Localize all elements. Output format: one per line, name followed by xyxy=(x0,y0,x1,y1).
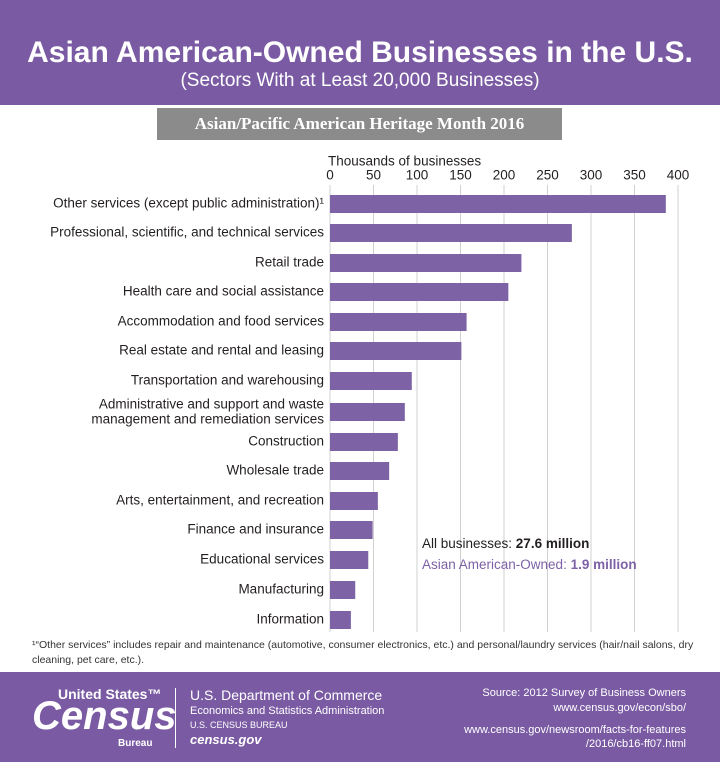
agency-url: census.gov xyxy=(190,732,262,747)
y-tick-label: Wholesale trade xyxy=(226,463,324,478)
annotation-value: 1.9 million xyxy=(571,557,637,572)
logo-line: Bureau xyxy=(118,738,153,749)
bar xyxy=(330,313,467,331)
x-tick-label: 200 xyxy=(493,168,516,183)
logo-main: Census xyxy=(32,694,177,738)
y-tick-label: Information xyxy=(256,612,324,627)
bar xyxy=(330,403,405,421)
annotation: All businesses: 27.6 million xyxy=(422,536,589,551)
annotation-value: 27.6 million xyxy=(516,536,590,551)
y-tick-label: Manufacturing xyxy=(238,582,324,597)
y-tick-label: Arts, entertainment, and recreation xyxy=(116,493,324,508)
source: www.census.gov/econ/sbo/ xyxy=(553,702,686,714)
footnote: ¹“Other services” includes repair and ma… xyxy=(32,639,694,666)
y-tick-label: Other services (except public administra… xyxy=(53,196,324,211)
axis-label: Thousands of businesses xyxy=(328,154,481,169)
x-tick-label: 350 xyxy=(623,168,646,183)
x-tick-label: 0 xyxy=(326,168,334,183)
y-tick-label: Retail trade xyxy=(255,255,324,270)
bar xyxy=(330,521,373,539)
source: Source: 2012 Survey of Business Owners xyxy=(482,687,686,699)
chart: Thousands of businesses 0 50 100 150 200 250 3… xyxy=(50,154,690,632)
bar xyxy=(330,551,369,569)
x-tick-label: 100 xyxy=(406,168,429,183)
y-tick-label: Transportation and warehousing xyxy=(131,373,324,388)
bar xyxy=(330,433,398,451)
bar xyxy=(330,372,412,390)
x-tick-label: 250 xyxy=(536,168,559,183)
header: Asian American-Owned Businesses in the U… xyxy=(0,0,720,105)
bar xyxy=(330,254,522,272)
bar xyxy=(330,342,462,360)
footer: United States™ Census Bureau U.S. Depart… xyxy=(0,672,720,762)
x-tick-label: 50 xyxy=(366,168,381,183)
bar xyxy=(330,195,666,213)
y-tick-label: Finance and insurance xyxy=(187,522,324,537)
agency: U.S. Department of Commerce xyxy=(190,687,383,703)
bar xyxy=(330,611,351,629)
agency: Economics and Statistics Administration xyxy=(190,705,385,717)
divider xyxy=(175,688,176,748)
bar xyxy=(330,283,509,301)
y-tick-label: Professional, scientific, and technical … xyxy=(50,225,324,240)
x-tick-label: 400 xyxy=(667,168,690,183)
subtitle: (Sectors With at Least 20,000 Businesses… xyxy=(180,70,540,91)
y-tick-label: Construction xyxy=(248,434,324,449)
bar xyxy=(330,492,378,510)
y-tick-label: Administrative and support and waste mana… xyxy=(91,396,324,426)
y-tick-label: Health care and social assistance xyxy=(123,284,324,299)
y-tick-label: Educational services xyxy=(200,552,324,567)
x-tick-label: 300 xyxy=(580,168,603,183)
bar xyxy=(330,581,356,599)
bar xyxy=(330,224,572,242)
annotation-label: Asian American-Owned: xyxy=(422,557,571,572)
source: www.census.gov/newsroom/facts-for-featur… xyxy=(464,724,686,736)
annotation: Asian American-Owned: 1.9 million xyxy=(422,557,637,572)
logo-line: United States™ xyxy=(58,686,162,702)
agency: U.S. CENSUS BUREAU xyxy=(190,720,288,730)
source: /2016/cb16-ff07.html xyxy=(585,738,686,750)
x-tick-label: 150 xyxy=(449,168,472,183)
bar xyxy=(330,462,390,480)
y-tick-label: Accommodation and food services xyxy=(118,314,325,329)
y-tick-label: Real estate and rental and leasing xyxy=(119,343,324,358)
annotation-label: All businesses: xyxy=(422,536,516,551)
banner: Asian/Pacific American Heritage Month 20… xyxy=(157,108,562,140)
title: Asian American-Owned Businesses in the U… xyxy=(27,36,693,69)
